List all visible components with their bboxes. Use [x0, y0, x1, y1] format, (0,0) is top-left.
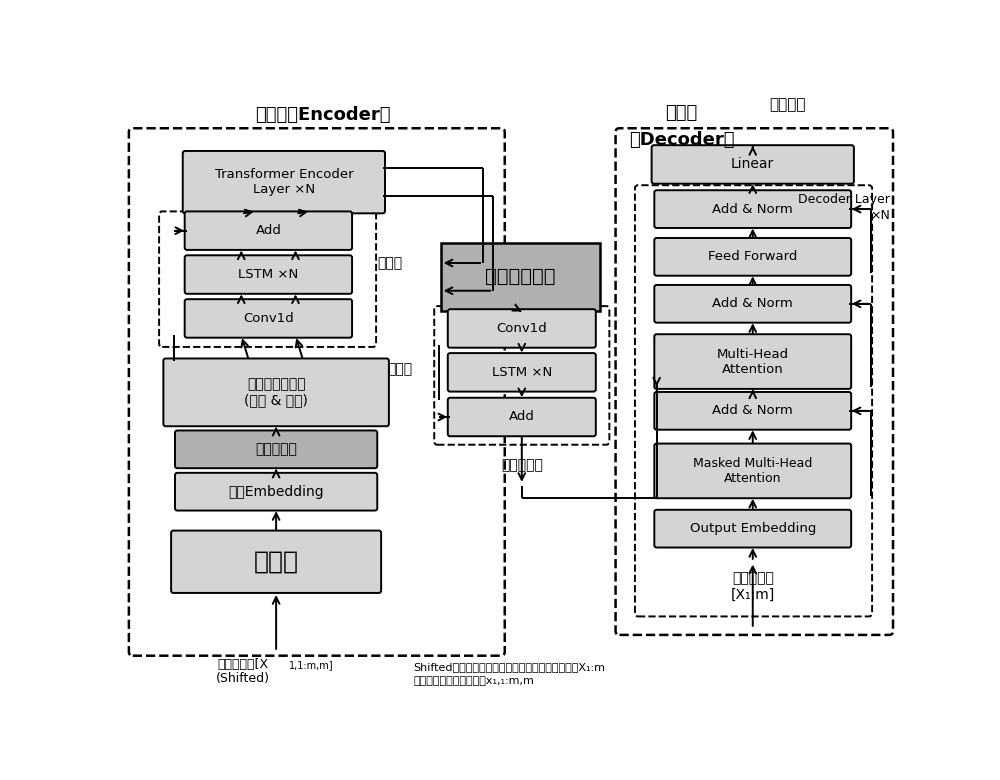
- FancyBboxPatch shape: [654, 238, 851, 275]
- FancyBboxPatch shape: [448, 353, 596, 392]
- Text: 近邻注意力机制
(前向 & 后向): 近邻注意力机制 (前向 & 后向): [244, 378, 308, 407]
- Text: ×N: ×N: [870, 209, 890, 222]
- Text: Add & Norm: Add & Norm: [712, 404, 793, 417]
- Text: 滑动融合机制: 滑动融合机制: [485, 268, 556, 286]
- FancyBboxPatch shape: [654, 510, 851, 548]
- Text: 编码器输出: 编码器输出: [501, 458, 543, 472]
- FancyBboxPatch shape: [654, 285, 851, 323]
- FancyBboxPatch shape: [175, 431, 377, 468]
- FancyBboxPatch shape: [654, 190, 851, 228]
- Text: Add: Add: [255, 224, 281, 237]
- FancyBboxPatch shape: [175, 473, 377, 511]
- Text: (Shifted): (Shifted): [216, 672, 270, 686]
- Text: Add & Norm: Add & Norm: [712, 297, 793, 310]
- Text: Output Embedding: Output Embedding: [690, 522, 816, 535]
- Text: 残差层: 残差层: [377, 256, 402, 270]
- Text: 残差层: 残差层: [387, 362, 412, 376]
- FancyBboxPatch shape: [185, 300, 352, 338]
- Text: Linear: Linear: [731, 158, 774, 172]
- Text: Conv1d: Conv1d: [243, 312, 294, 325]
- Text: Shifted：为保证每条数据都包含在训练中，将输入X₁:m: Shifted：为保证每条数据都包含在训练中，将输入X₁:m: [413, 662, 605, 672]
- Text: （Decoder）: （Decoder）: [629, 131, 734, 149]
- FancyBboxPatch shape: [185, 211, 352, 250]
- Text: Transformer Encoder
Layer ×N: Transformer Encoder Layer ×N: [215, 168, 353, 196]
- Text: 输入Embedding: 输入Embedding: [228, 484, 324, 498]
- Text: 预测输出: 预测输出: [769, 98, 806, 112]
- Text: LSTM ×N: LSTM ×N: [238, 268, 298, 281]
- Text: 差分层: 差分层: [254, 550, 299, 574]
- FancyBboxPatch shape: [185, 255, 352, 294]
- Text: Add: Add: [509, 410, 535, 424]
- Text: 编码器（Encoder）: 编码器（Encoder）: [255, 106, 390, 124]
- Text: LSTM ×N: LSTM ×N: [492, 366, 552, 379]
- Text: 编码器输入[X: 编码器输入[X: [217, 658, 268, 672]
- FancyBboxPatch shape: [652, 145, 854, 183]
- Text: Conv1d: Conv1d: [496, 322, 547, 335]
- FancyBboxPatch shape: [654, 444, 851, 498]
- Text: 解码器: 解码器: [665, 104, 698, 122]
- Bar: [441, 243, 600, 310]
- Text: 解码器输入
[X₁:m]: 解码器输入 [X₁:m]: [731, 571, 775, 601]
- FancyBboxPatch shape: [183, 151, 385, 214]
- FancyBboxPatch shape: [171, 530, 381, 593]
- Text: Multi-Head
Attention: Multi-Head Attention: [717, 348, 789, 375]
- FancyBboxPatch shape: [448, 398, 596, 436]
- Text: Feed Forward: Feed Forward: [708, 250, 797, 264]
- Text: Decoder Layer: Decoder Layer: [798, 193, 890, 207]
- FancyBboxPatch shape: [654, 334, 851, 389]
- Text: Add & Norm: Add & Norm: [712, 203, 793, 215]
- FancyBboxPatch shape: [448, 309, 596, 348]
- Text: 1,1:m,m]: 1,1:m,m]: [289, 660, 334, 670]
- FancyBboxPatch shape: [163, 359, 389, 426]
- Text: 前后复制一个时间点，即x₁,₁:m,m: 前后复制一个时间点，即x₁,₁:m,m: [413, 676, 534, 686]
- Text: Masked Multi-Head
Attention: Masked Multi-Head Attention: [693, 457, 812, 485]
- FancyBboxPatch shape: [654, 392, 851, 430]
- Text: 位置编码层: 位置编码层: [255, 442, 297, 456]
